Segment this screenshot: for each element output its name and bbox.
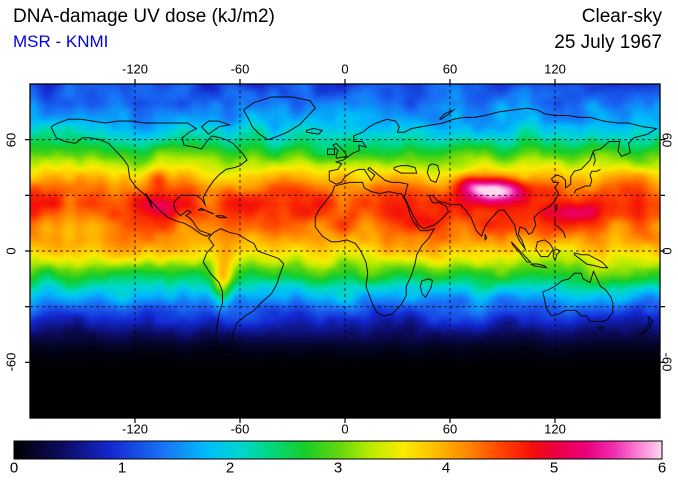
lat-tick-label-right: 0 [659,247,675,255]
figure-title: DNA-damage UV dose (kJ/m2) [13,6,275,27]
lat-tick-label-right: 60 [659,132,675,147]
colorbar-tick-label: 4 [441,459,451,477]
colorbar-tick-label: 3 [333,459,343,477]
colorbar-tick-label: 1 [117,459,127,477]
lon-tick-label-top: -120 [121,61,149,77]
lon-tick-label-bottom: 0 [341,421,349,437]
lat-tick-label-right: -60 [659,352,675,372]
header-left: DNA-damage UV dose (kJ/m2) MSR - KNMI [13,4,275,54]
lon-tick-label-bottom: 120 [544,421,566,437]
colorbar-tick-label: 0 [9,459,19,477]
colorbar-tick-label: 6 [657,459,667,477]
colorbar-tick-label: 5 [549,459,559,477]
lat-tick-label-left: 60 [3,132,19,147]
date-label: 25 July 1967 [554,32,662,53]
lon-tick-label-top: 0 [341,61,349,77]
lat-tick-label-left: 0 [3,247,19,255]
lon-tick-label-top: 60 [442,61,458,77]
lon-tick-label-bottom: -120 [121,421,149,437]
lon-tick-label-top: -60 [230,61,250,77]
lon-tick-label-bottom: -60 [230,421,250,437]
lon-tick-label-top: 120 [544,61,566,77]
sky-condition-label: Clear-sky [581,6,662,27]
data-source-label: MSR - KNMI [13,32,109,51]
colorbar-tick-label: 2 [225,459,235,477]
lat-tick-label-left: -60 [3,352,19,372]
header-right: Clear-sky 25 July 1967 [554,4,662,56]
lon-tick-label-bottom: 60 [442,421,458,437]
